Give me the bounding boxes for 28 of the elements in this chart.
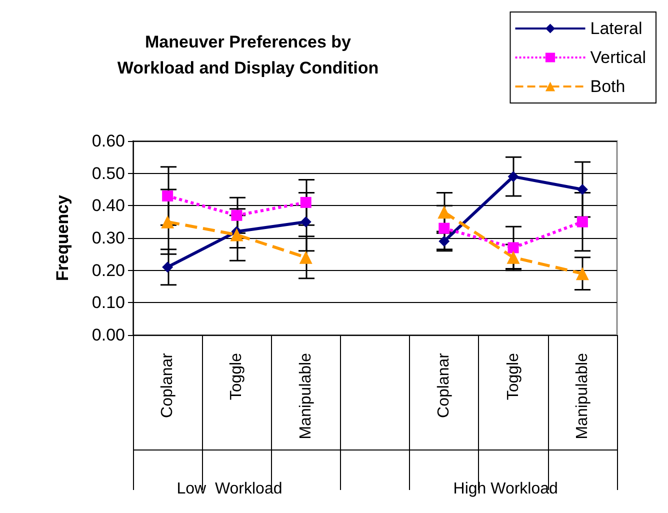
point xyxy=(300,216,312,228)
x-tick-label: Coplanar xyxy=(159,352,176,418)
y-tick-label: 0.20 xyxy=(92,260,125,280)
y-tick-label: 0.40 xyxy=(92,196,125,216)
x-tick-label: Manipulable xyxy=(297,352,314,440)
y-tick-label: 0.30 xyxy=(92,228,125,248)
legend-label: Both xyxy=(590,77,626,96)
text: High Workload xyxy=(453,480,558,498)
chart-title: Maneuver Preferences by Workload and Display Condition xyxy=(117,32,379,78)
x-tick-label: Toggle xyxy=(504,352,522,400)
text: Low Workload xyxy=(176,480,282,498)
point xyxy=(162,190,174,202)
x-tick-label: Coplanar xyxy=(436,352,453,418)
y-tick-label: 0.60 xyxy=(92,132,125,150)
point xyxy=(162,262,174,273)
y-axis-title: Frequency xyxy=(53,194,72,281)
y-tick-label: 0.50 xyxy=(92,164,125,183)
point xyxy=(438,222,450,234)
y-tick-label: 0.00 xyxy=(92,326,125,344)
legend-label: Vertical xyxy=(590,48,646,67)
x-tick-label: Toggle xyxy=(228,352,246,400)
point xyxy=(300,196,312,208)
point xyxy=(576,184,588,195)
y-tick-label: 0.10 xyxy=(92,293,125,312)
x-tick-label: Manipulable xyxy=(574,352,591,440)
legend-label: Lateral xyxy=(590,19,642,38)
point xyxy=(231,210,242,221)
point xyxy=(576,216,588,228)
